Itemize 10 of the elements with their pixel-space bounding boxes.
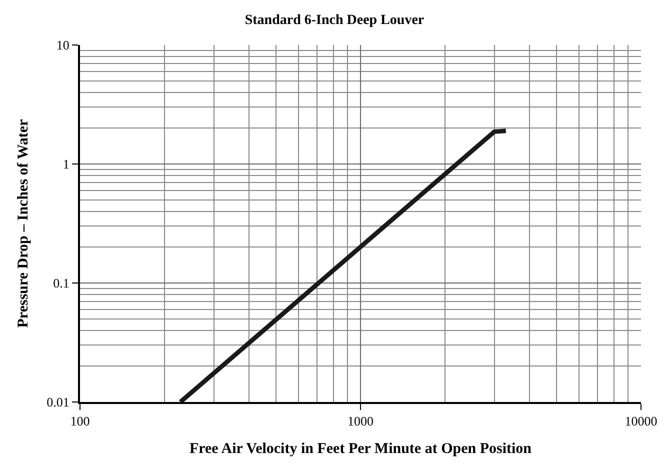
y-tick-label: 0.1 xyxy=(53,276,70,291)
y-tick-label: 10 xyxy=(56,38,70,53)
chart-title: Standard 6-Inch Deep Louver xyxy=(244,12,424,28)
x-tick-label: 100 xyxy=(70,414,90,429)
y-tick-label: 1 xyxy=(62,156,70,172)
y-tick-label: 0.01 xyxy=(46,394,70,410)
x-axis-title: Free Air Velocity in Feet Per Minute at Open Position xyxy=(189,441,532,458)
x-tick-label: 10000 xyxy=(624,414,658,429)
y-axis-title: Pressure Drop – Inches of Water xyxy=(15,118,32,328)
x-tick-label: 1000 xyxy=(348,414,374,429)
